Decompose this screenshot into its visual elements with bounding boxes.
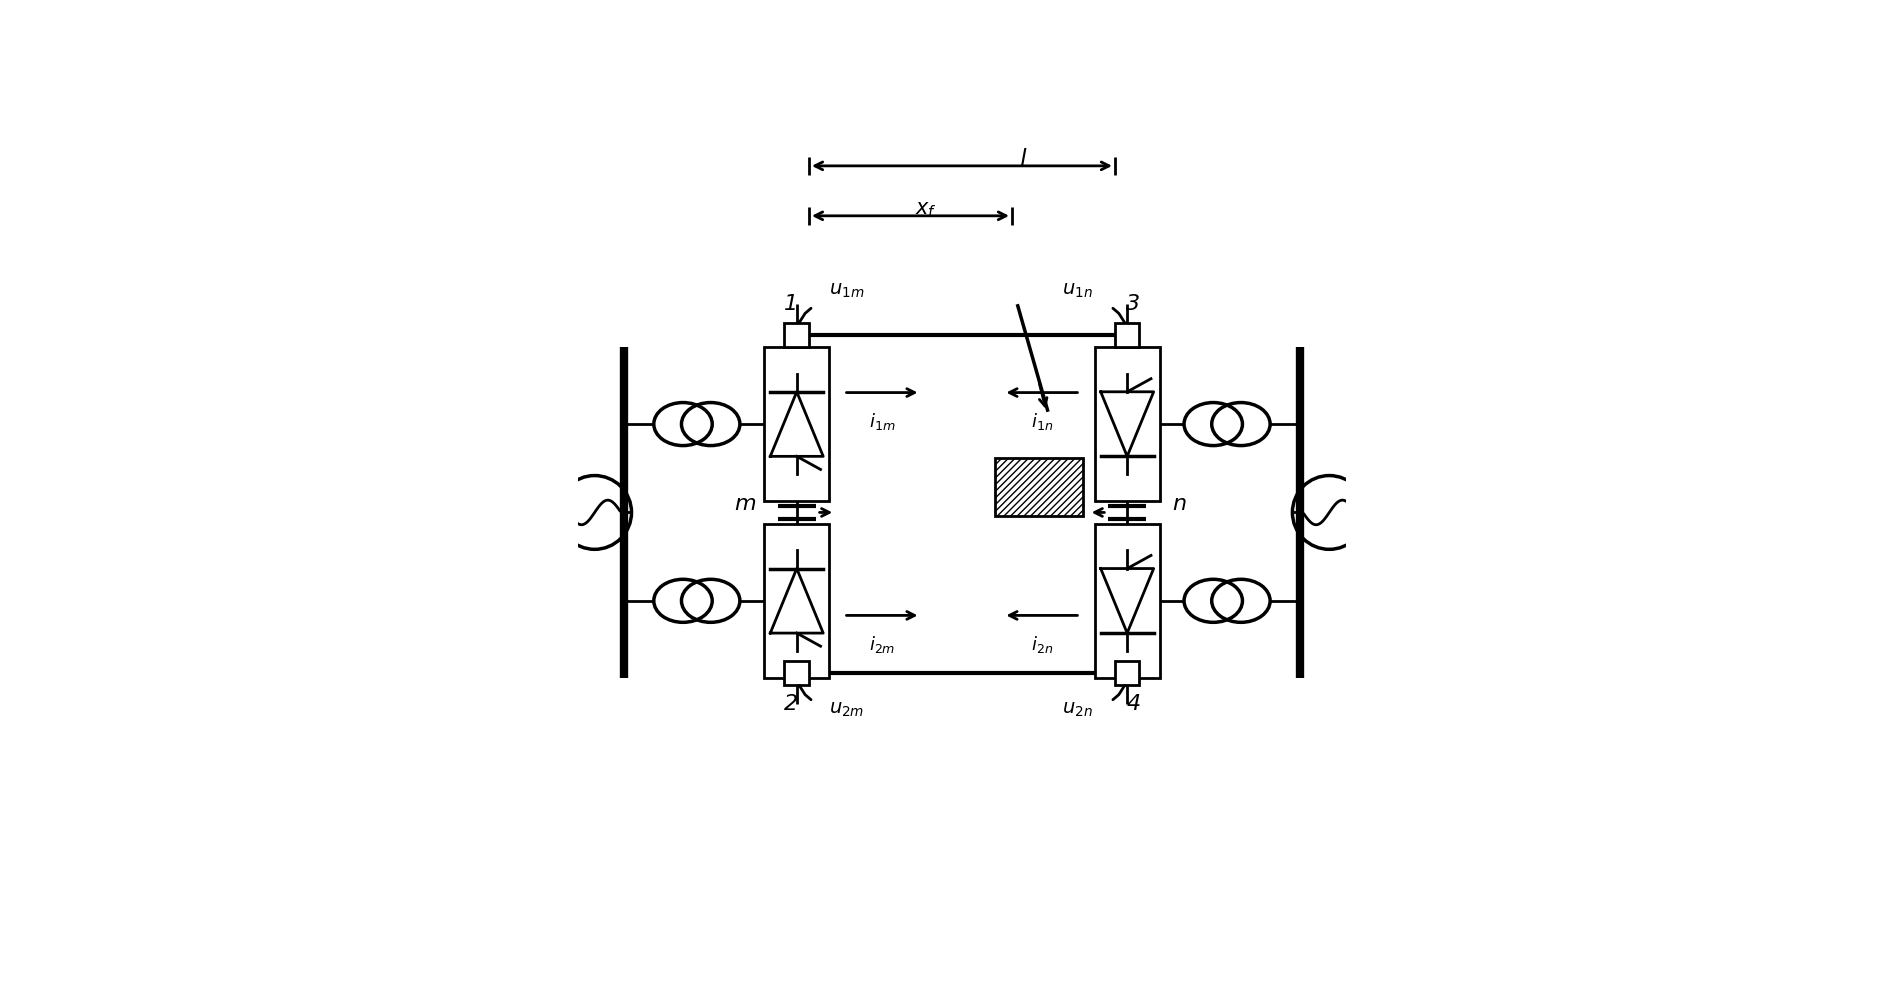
Text: $i_{2m}$: $i_{2m}$ bbox=[869, 634, 895, 655]
Text: $x_f$: $x_f$ bbox=[914, 200, 937, 220]
Polygon shape bbox=[1100, 569, 1154, 633]
Text: m: m bbox=[734, 494, 756, 514]
Bar bbox=[1094, 524, 1160, 678]
Text: $u_{2n}$: $u_{2n}$ bbox=[1062, 701, 1092, 720]
Bar bbox=[785, 322, 809, 347]
Bar bbox=[1115, 322, 1139, 347]
Text: 4: 4 bbox=[1126, 694, 1139, 714]
Text: $u_{2m}$: $u_{2m}$ bbox=[830, 701, 863, 720]
Text: $i_{2n}$: $i_{2n}$ bbox=[1030, 634, 1053, 655]
Bar bbox=[764, 524, 830, 678]
Bar bbox=[1115, 661, 1139, 686]
Text: $u_{1m}$: $u_{1m}$ bbox=[830, 280, 865, 299]
Text: 2: 2 bbox=[785, 694, 798, 714]
Polygon shape bbox=[770, 569, 824, 633]
Bar bbox=[785, 661, 809, 686]
Bar bbox=[1094, 347, 1160, 501]
Text: 1: 1 bbox=[785, 294, 798, 314]
Text: $i_{1n}$: $i_{1n}$ bbox=[1030, 411, 1053, 432]
Text: $u_{1n}$: $u_{1n}$ bbox=[1062, 280, 1092, 299]
Bar bbox=[764, 347, 830, 501]
Bar bbox=[995, 458, 1083, 516]
Text: $l$: $l$ bbox=[1019, 148, 1029, 172]
Polygon shape bbox=[1100, 392, 1154, 456]
Text: n: n bbox=[1171, 494, 1186, 514]
Text: $i_{1m}$: $i_{1m}$ bbox=[869, 411, 895, 432]
Text: 3: 3 bbox=[1126, 294, 1139, 314]
Polygon shape bbox=[770, 392, 824, 456]
